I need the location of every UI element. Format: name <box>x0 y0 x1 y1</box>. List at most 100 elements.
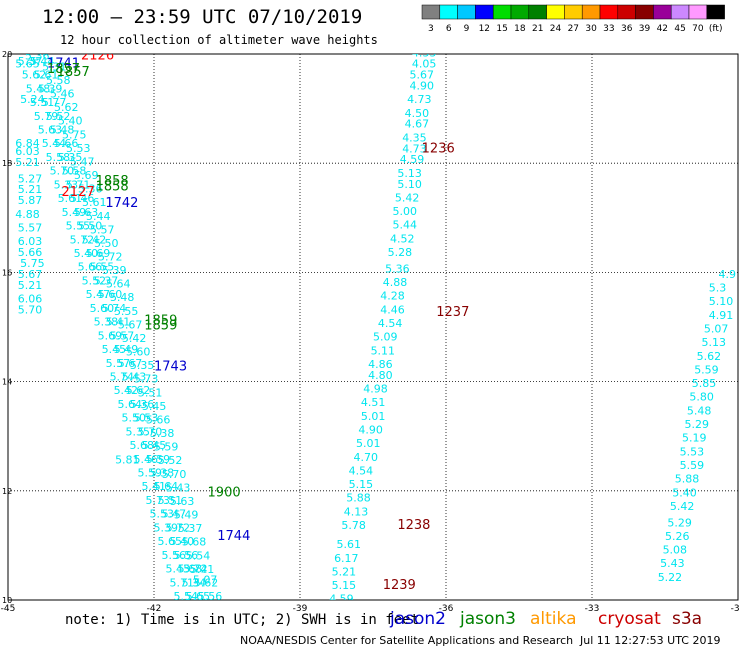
swh-value: 5.71 <box>66 178 91 191</box>
swh-value: 5.52 <box>82 274 107 287</box>
swh-value: 5.43 <box>165 563 190 576</box>
swh-value: 5.33 <box>54 178 79 191</box>
swh-value: 5.43 <box>166 481 191 494</box>
colorbar-label: 6 <box>446 24 452 34</box>
colorbar-label: 15 <box>496 24 507 34</box>
swh-value: 5.88 <box>346 492 371 505</box>
swh-value: 5.63 <box>170 495 195 508</box>
swh-value: 5.64 <box>154 480 179 493</box>
colorbar-swatch <box>564 4 583 20</box>
swh-value: 4.73 <box>407 93 432 106</box>
track-time-label: 1858 <box>96 174 129 189</box>
footer-note: note: 1) Time is in UTC; 2) SWH is in fe… <box>65 612 420 628</box>
colorbar-label: 3 <box>428 24 434 34</box>
swh-value: 5.72 <box>166 521 191 534</box>
swh-value: 5.45 <box>142 400 167 413</box>
swh-value: 5.01 <box>361 410 386 423</box>
track-time-label: 1238 <box>397 518 430 533</box>
swh-value: 5.21 <box>18 279 43 292</box>
swh-value: 5.55 <box>90 261 115 274</box>
colorbar-swatch <box>475 4 494 20</box>
swh-value: 5.62 <box>126 384 151 397</box>
swh-value: 6.03 <box>18 235 43 248</box>
swh-value: 5.21 <box>15 156 40 169</box>
swh-value: 5.73 <box>146 494 171 507</box>
x-tick-label: -30 <box>731 604 740 614</box>
swh-value: 4.35 <box>402 131 427 144</box>
swh-value: 5.00 <box>392 205 417 218</box>
swh-value: 5.67 <box>118 318 143 331</box>
swh-value: 5.19 <box>682 432 707 445</box>
swh-value: 5.65 <box>157 535 182 548</box>
swh-value: 5.26 <box>665 530 690 543</box>
swh-value: 5.72 <box>98 251 123 264</box>
swh-value: 5.63 <box>38 124 63 137</box>
colorbar-swatch <box>670 4 690 20</box>
swh-value: 5.37 <box>18 55 43 68</box>
swh-value: 4.51 <box>361 396 386 409</box>
swh-value: 5.48 <box>26 82 51 95</box>
swh-value: 5.66 <box>78 261 103 274</box>
swh-value: 5.58 <box>46 151 71 164</box>
swh-value: 4.59 <box>400 153 425 166</box>
swh-value: 5.47 <box>86 288 111 301</box>
y-tick-label: 18 <box>2 159 12 168</box>
swh-value: 5.39 <box>154 521 179 534</box>
legend-jason2: jason2 <box>390 609 446 629</box>
swh-value: 4.98 <box>363 383 388 396</box>
colorbar-label: 42 <box>657 24 668 34</box>
track-time-label: 1859 <box>144 313 177 328</box>
swh-value: 4.52 <box>390 232 415 245</box>
swh-value: 4.33 <box>412 47 437 60</box>
swh-value: 5.59 <box>680 459 705 472</box>
swh-value: 5.75 <box>62 128 87 141</box>
swh-value: 5.07 <box>193 574 218 587</box>
swh-value: 5.55 <box>114 305 139 318</box>
colorbar-swatch <box>546 4 565 20</box>
colorbar-swatch <box>581 4 601 20</box>
swh-value: 5.40 <box>170 535 195 548</box>
track-time-label: 1857 <box>57 65 90 80</box>
swh-value: 5.68 <box>130 439 155 452</box>
swh-value: 5.53 <box>134 412 159 425</box>
swh-value: 5.70 <box>50 165 75 178</box>
swh-value: 5.37 <box>178 522 203 535</box>
swh-value: 5.68 <box>182 536 207 549</box>
colorbar-swatch <box>688 4 708 20</box>
track-time-label: 1859 <box>144 319 177 334</box>
swh-value: 5.46 <box>70 192 95 205</box>
swh-value: 5.73 <box>134 373 159 386</box>
swh-value: 4.9 <box>719 268 737 281</box>
swh-value: 5.56 <box>174 549 199 562</box>
swh-value: 5.15 <box>332 579 357 592</box>
swh-value: 5.40 <box>672 486 697 499</box>
colorbar-swatch <box>528 4 547 20</box>
swh-value: 5.61 <box>337 538 362 551</box>
swh-value: 5.85 <box>692 377 717 390</box>
swh-value: 5.37 <box>94 274 119 287</box>
swh-value: 5.49 <box>174 509 199 522</box>
footer-generated-date: Jul 11 12:27:53 UTC 2019 <box>580 634 721 647</box>
swh-value: 5.47 <box>162 508 187 521</box>
swh-value: 5.58 <box>62 165 87 178</box>
swh-value: 5.53 <box>680 445 705 458</box>
swh-value: 5.27 <box>18 172 43 185</box>
swh-value: 5.45 <box>102 343 127 356</box>
swh-value: 5.01 <box>356 437 381 450</box>
swh-value: 5.38 <box>94 316 119 329</box>
colorbar-swatch <box>617 4 636 20</box>
swh-value: 5.55 <box>66 220 91 233</box>
colorbar-swatch <box>706 4 725 20</box>
swh-value: 5.07 <box>704 322 729 335</box>
swh-value: 5.11 <box>371 344 396 357</box>
y-tick-label: 16 <box>2 268 12 277</box>
track-time-label: 1742 <box>105 196 138 211</box>
swh-value: 5.59 <box>694 363 719 376</box>
swh-value: 5.62 <box>194 576 219 589</box>
swh-value: 5.78 <box>341 519 366 532</box>
track-time-label: 1741 <box>47 57 80 72</box>
swh-value: 5.36 <box>130 398 155 411</box>
swh-value: 5.62 <box>697 350 722 363</box>
colorbar-swatch <box>635 4 654 20</box>
